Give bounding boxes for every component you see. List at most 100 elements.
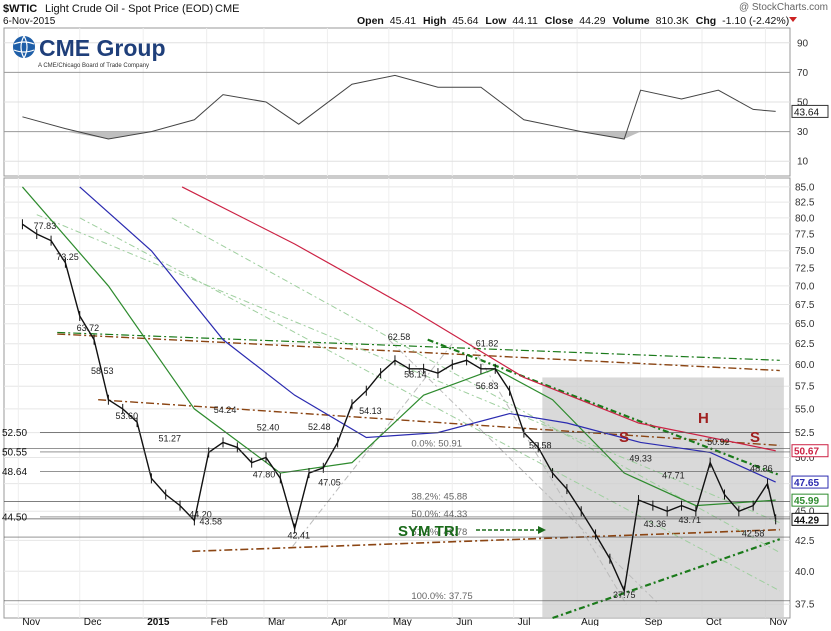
fib-label: 61.8%: 42.78 xyxy=(411,527,467,538)
high-label: High xyxy=(423,15,446,27)
rsi-value-badge xyxy=(791,104,829,118)
price-badge xyxy=(791,512,829,526)
price-annotation: 58.14 xyxy=(404,370,427,380)
price-annotation: 48.36 xyxy=(750,464,773,474)
open-value: 45.41 xyxy=(390,15,416,27)
chart-date: 6-Nov-2015 xyxy=(3,16,56,27)
price-axis-label: 65.0 xyxy=(795,319,815,330)
price-axis-label: 37.5 xyxy=(795,600,815,611)
x-axis-label: Apr xyxy=(331,617,347,626)
price-axis-label: 52.5 xyxy=(795,428,815,439)
chg-value: -1.10 (-2.42%) xyxy=(722,15,789,27)
price-annotation: 54.13 xyxy=(359,406,382,416)
rsi-axis-label: 10 xyxy=(797,157,809,168)
price-annotation: 47.71 xyxy=(662,470,685,480)
x-axis-label: Sep xyxy=(645,617,663,626)
price-annotation: 43.58 xyxy=(199,517,222,527)
price-annotation: 63.72 xyxy=(77,323,100,333)
triangle-shade xyxy=(542,377,784,618)
price-annotation: 49.33 xyxy=(629,453,652,463)
fan-line xyxy=(171,217,781,553)
left-shoulder-label: S xyxy=(619,429,629,446)
level-label: 44.50 xyxy=(2,512,27,523)
right-shoulder-label: S xyxy=(750,429,760,446)
price-axis-label: 62.5 xyxy=(795,339,815,350)
price-annotation: 42.41 xyxy=(287,530,310,540)
pattern-label: SYM TRI xyxy=(398,523,459,540)
x-axis-label: Dec xyxy=(84,617,102,626)
rsi-axis-label: 50 xyxy=(797,98,809,109)
price-axis-label: 67.5 xyxy=(795,300,815,311)
price-axis-label: 50.0 xyxy=(795,453,815,464)
price-badge-text: 50.67 xyxy=(794,447,819,458)
fib-label: 0.0%: 50.91 xyxy=(411,438,462,449)
price-axis-label: 40.0 xyxy=(795,567,815,578)
price-badge xyxy=(791,493,829,507)
exchange-label: CME xyxy=(215,3,239,15)
price-annotation: 54.24 xyxy=(214,405,237,415)
fib-label: 100.0%: 37.75 xyxy=(411,591,472,602)
price-annotation: 42.58 xyxy=(742,528,765,538)
arrow-head-icon xyxy=(538,526,546,534)
x-axis-label: Oct xyxy=(706,617,722,626)
logo-tagline: A CME/Chicago Board of Trade Company xyxy=(38,63,149,69)
x-axis-label: Nov xyxy=(22,617,40,626)
price-annotation: 47.80 xyxy=(253,469,276,479)
price-axis-label: 70.0 xyxy=(795,281,815,292)
price-axis-label: 55.0 xyxy=(795,404,815,415)
price-axis-label: 80.0 xyxy=(795,213,815,224)
rsi-axis-label: 90 xyxy=(797,38,809,49)
triangle-lower-line xyxy=(552,538,781,620)
price-axis-label: 77.5 xyxy=(795,230,815,241)
price-annotation: 62.58 xyxy=(388,332,411,342)
lower-brown-trendline xyxy=(192,528,780,553)
fan-line xyxy=(292,343,453,547)
price-badge xyxy=(791,475,829,489)
logo-name: CME Group xyxy=(39,35,166,61)
price-annotation: 58.53 xyxy=(91,366,114,376)
price-annotation: 43.36 xyxy=(644,519,667,529)
symbol-title: $WTIC xyxy=(3,3,37,15)
price-axis-label: 45.0 xyxy=(795,507,815,518)
level-label: 52.50 xyxy=(2,428,27,439)
price-annotation: 53.60 xyxy=(116,411,139,421)
x-axis-label: Aug xyxy=(581,617,599,626)
close-value: 44.29 xyxy=(579,15,605,27)
price-line xyxy=(22,223,777,594)
price-annotation: 43.71 xyxy=(678,515,701,525)
rsi-value-text: 43.64 xyxy=(794,107,819,118)
price-badge xyxy=(791,444,829,458)
mid-brown-trendline xyxy=(98,399,780,447)
close-label: Close xyxy=(545,15,574,27)
price-axis-label: 85.0 xyxy=(795,182,815,193)
level-label: 50.55 xyxy=(2,447,27,458)
price-badge-text: 44.29 xyxy=(794,515,819,526)
price-axis-label: 60.0 xyxy=(795,360,815,371)
price-annotation: 52.48 xyxy=(308,422,331,432)
price-annotation: 37.75 xyxy=(613,590,636,600)
rsi-line xyxy=(22,74,776,140)
chg-label: Chg xyxy=(696,15,716,27)
low-value: 44.11 xyxy=(512,15,538,27)
price-axis-label: 72.5 xyxy=(795,264,815,275)
price-badge-text: 47.65 xyxy=(794,478,819,489)
x-axis-label: May xyxy=(393,617,412,626)
watermark: @ StockCharts.com xyxy=(739,2,828,13)
moving-average-line xyxy=(21,186,776,507)
level-label: 48.64 xyxy=(2,467,27,478)
price-annotation: 61.82 xyxy=(476,338,499,348)
price-axis-label: 42.5 xyxy=(795,536,815,547)
x-axis-label: Nov xyxy=(769,617,787,626)
x-axis-label: Jul xyxy=(518,617,531,626)
price-annotation: 77.83 xyxy=(34,221,57,231)
fib-label: 38.2%: 45.88 xyxy=(411,491,467,502)
price-axis-label: 75.0 xyxy=(795,246,815,257)
moving-average-line xyxy=(181,186,776,452)
price-annotation: 47.05 xyxy=(318,478,341,488)
price-annotation: 50.92 xyxy=(707,437,730,447)
price-annotation: 73.25 xyxy=(56,252,79,262)
volume-label: Volume xyxy=(612,15,649,27)
price-axis-label: 82.5 xyxy=(795,198,815,209)
